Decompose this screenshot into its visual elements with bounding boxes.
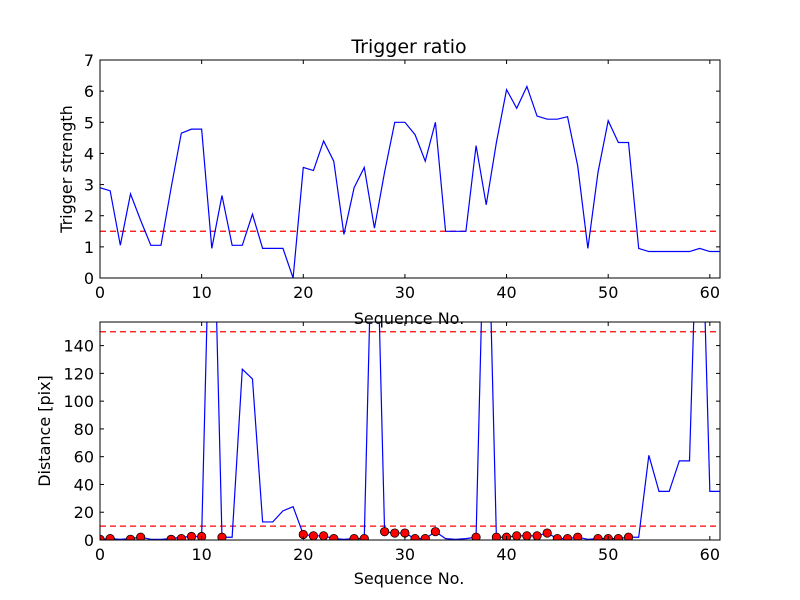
x-tick-label: 50 [598,283,618,302]
data-point-marker [491,532,501,540]
data-point-marker [359,534,369,540]
series-group [100,84,720,278]
data-point-marker [573,532,583,540]
data-point-marker [420,534,430,540]
y-tick-label: 1 [84,238,94,257]
data-point-marker [562,534,573,540]
y-tick-label: 5 [84,113,94,132]
data-point-marker [390,528,400,538]
plot-frame [99,321,721,541]
y-axis-label: Trigger strength [57,105,76,234]
data-point-marker [125,534,136,540]
x-tick-label: 30 [395,283,415,302]
x-tick-label: 0 [95,283,105,302]
data-point-marker [522,531,532,540]
data-point-marker [176,534,186,540]
y-tick-label: 7 [84,51,94,70]
marker-group [100,527,634,540]
distance-panel: Sequence No. Distance [pix] 0 10 20 30 40 50 6… [35,321,721,588]
x-tick-label: 10 [191,283,211,302]
data-point-marker [349,534,359,540]
data-point-marker [329,534,339,540]
data-point-marker [186,531,197,540]
y-tick-label: 40 [74,475,94,494]
data-point-marker [217,532,227,540]
x-tick-label: 60 [700,283,720,302]
data-point-marker [166,534,176,540]
chart-title: Trigger ratio [350,36,466,58]
data-point-marker [319,531,329,540]
data-point-marker [542,528,552,538]
x-tick-label: 40 [496,545,516,564]
data-point-marker [613,534,623,540]
data-point-marker [308,531,319,540]
x-tick-label: 60 [700,545,720,564]
x-tick-label: 20 [293,545,313,564]
trigger-ratio-panel: Trigger ratio Sequence No. Trigger stren… [57,36,721,328]
data-point-marker [410,534,420,540]
data-point-marker [379,527,390,537]
y-tick-label: 100 [63,392,94,411]
x-tick-label: 50 [598,545,618,564]
y-tick-label: 0 [84,269,94,288]
data-point-marker [593,534,603,540]
y-tick-label: 2 [84,207,94,226]
x-tick-label: 40 [496,283,516,302]
x-tick-label: 0 [95,545,105,564]
x-tick-label: 20 [293,283,313,302]
data-point-marker [471,532,481,540]
y-tick-label: 120 [63,364,94,383]
y-tick-label: 140 [63,337,94,356]
y-tick-label: 80 [74,420,94,439]
data-point-marker [512,531,522,540]
plot-frame [99,59,721,279]
data-point-marker [400,528,410,538]
ticks-group: 0 10 20 30 40 50 60 0 20 40 60 80 100 120 140 [63,322,720,564]
y-tick-label: 4 [84,144,94,163]
series-line [100,84,720,278]
x-axis-label: Sequence No. [354,309,465,328]
data-point-marker [105,534,115,540]
x-tick-label: 10 [191,545,211,564]
data-point-marker [623,532,634,540]
ticks-group: 0 10 20 30 40 50 60 0 1 2 3 4 5 6 7 [84,51,720,302]
x-axis-label: Sequence No. [354,569,465,588]
x-tick-label: 30 [395,545,415,564]
data-point-marker [430,527,441,537]
threshold-lines [100,331,720,527]
y-tick-label: 3 [84,176,94,195]
y-tick-label: 20 [74,503,94,522]
data-point-marker [532,531,542,540]
data-point-marker [136,532,146,540]
y-axis-label: Distance [pix] [35,375,54,487]
data-point-marker [552,534,562,540]
y-tick-label: 0 [84,531,94,550]
y-tick-label: 60 [74,448,94,467]
y-tick-label: 6 [84,82,94,101]
